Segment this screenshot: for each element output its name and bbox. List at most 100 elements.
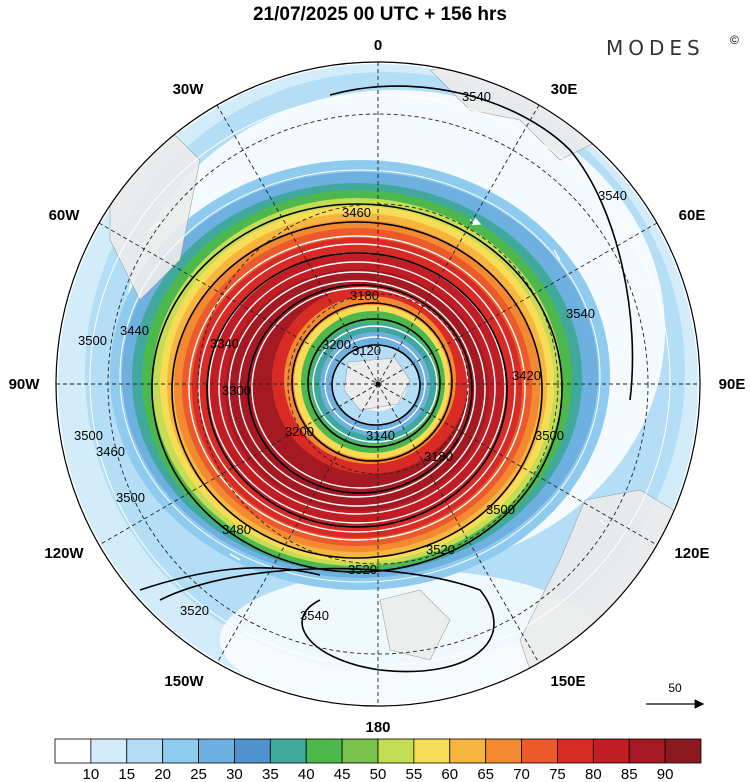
wind-streamlines: [89, 94, 671, 666]
lon-label: 120W: [44, 545, 84, 562]
wind-reference-value: 50: [668, 681, 682, 695]
streamline: [198, 243, 516, 533]
colorbar-tick-labels: 10 15 20 25 30 35 40 45 50 55 60 65 70 75 80 85 90: [83, 766, 674, 782]
colorbar-tick-label: 45: [334, 766, 351, 782]
colorbar-tick-label: 20: [154, 766, 171, 782]
contour-label: 3540: [566, 306, 595, 321]
colorbar-swatch: [557, 738, 594, 764]
contour-3540-north: [329, 85, 634, 401]
contour-3200: [291, 302, 453, 462]
colorbar-tick-label: 60: [441, 766, 458, 782]
streamline: [119, 169, 601, 583]
longitude-labels: 0 30E 60E 90E 120E 150E 180 150W 120W 90…: [9, 37, 746, 736]
colorbar-swatch: [485, 738, 522, 764]
streamline: [188, 235, 526, 541]
colorbar-tick-label: 30: [226, 766, 243, 782]
lon-label: 150E: [550, 673, 585, 690]
brand-mark: ©: [730, 33, 739, 47]
colorbar-swatch: [269, 738, 307, 764]
colorbar-tick-label: 25: [190, 766, 207, 782]
contour-3480: [171, 221, 543, 559]
contour-label: 3460: [342, 205, 371, 220]
contour-label: 3180: [424, 449, 453, 464]
contour-label: 3520: [426, 542, 455, 557]
contour-label: 3500: [535, 428, 564, 443]
lon-label: 60E: [679, 207, 706, 224]
colorbar-tick-label: 65: [477, 766, 494, 782]
colorbar-tick-label: 15: [118, 766, 135, 782]
contour-label: 3340: [210, 336, 239, 351]
colorbar-swatch: [198, 738, 235, 764]
colorbar-tick-label: 35: [262, 766, 279, 782]
map-border: [55, 61, 701, 707]
contour-label: 3520: [180, 603, 209, 618]
colorbar-swatch: [341, 738, 379, 764]
contour-label: 3520: [348, 562, 377, 577]
contour-3500: [151, 203, 563, 573]
colorbar-tick-label: 50: [370, 766, 387, 782]
colorbar-tick-label: 10: [83, 766, 100, 782]
colorbar-swatch: [449, 738, 487, 764]
contour-label: 3500: [74, 428, 103, 443]
colorbar-swatch: [377, 738, 415, 764]
contour-label: 3460: [96, 444, 125, 459]
contour-label: 3180: [350, 288, 379, 303]
colorbar-tick-label: 75: [549, 766, 566, 782]
contour-label: 3500: [78, 333, 107, 348]
lon-label: 30E: [551, 81, 578, 98]
contour-3140: [331, 344, 421, 426]
colorbar-swatch: [628, 738, 666, 764]
contour-label: 3300: [222, 383, 251, 398]
colorbar-swatch: [90, 738, 128, 764]
contour-label: 3540: [598, 188, 627, 203]
lon-label: 120E: [674, 545, 709, 562]
colorbar-swatch: [664, 738, 702, 764]
brand-logo: MODES: [606, 36, 705, 60]
contour-label: 3540: [462, 89, 491, 104]
colorbar-tick-label: 70: [513, 766, 530, 782]
contour-label: 3140: [366, 428, 395, 443]
lon-label: 150W: [164, 673, 204, 690]
lon-label: 0: [374, 37, 382, 54]
streamline: [251, 287, 469, 489]
colorbar-swatch: [521, 738, 558, 764]
lon-label: 90E: [719, 376, 746, 393]
contour-label: 3200: [285, 424, 314, 439]
contour-label: 3200: [322, 337, 351, 352]
map-title: 21/07/2025 00 UTC + 156 hrs: [253, 4, 507, 25]
contour-3520: [139, 567, 321, 591]
colorbar-tick-label: 80: [585, 766, 602, 782]
lon-label: 60W: [49, 207, 81, 224]
contour-label: 3120: [352, 343, 381, 358]
contour-3400: [206, 252, 508, 528]
height-contours: [139, 85, 634, 673]
lon-label: 30W: [173, 81, 205, 98]
contour-label: 3500: [486, 502, 515, 517]
lon-label: 180: [365, 719, 390, 736]
colorbar-swatch: [413, 738, 451, 764]
colorbar-tick-label: 40: [298, 766, 315, 782]
colorbar-tick-label: 85: [621, 766, 638, 782]
contour-3180: [307, 318, 441, 448]
contour-label: 3480: [222, 522, 251, 537]
lon-label: 90W: [9, 376, 41, 393]
contour-label: 3500: [116, 490, 145, 505]
colorbar-tick-label: 90: [657, 766, 674, 782]
streamline: [228, 271, 486, 507]
pole-marker: [375, 381, 381, 387]
colorbar: [54, 738, 702, 764]
new-zealand-landmass: [379, 589, 451, 661]
colorbar-swatch: [162, 738, 199, 764]
wind-reference: 50: [646, 681, 705, 709]
streamline: [89, 94, 671, 666]
streamline: [238, 280, 476, 498]
streamline: [218, 261, 496, 515]
colorbar-swatch: [305, 738, 343, 764]
colorbar-swatch: [126, 738, 164, 764]
colorbar-swatch: [54, 738, 92, 764]
streamline-arrows: [149, 220, 609, 561]
contour-label: 3540: [300, 608, 329, 623]
contour-label: 3420: [512, 368, 541, 383]
colorbar-tick-label: 55: [406, 766, 423, 782]
